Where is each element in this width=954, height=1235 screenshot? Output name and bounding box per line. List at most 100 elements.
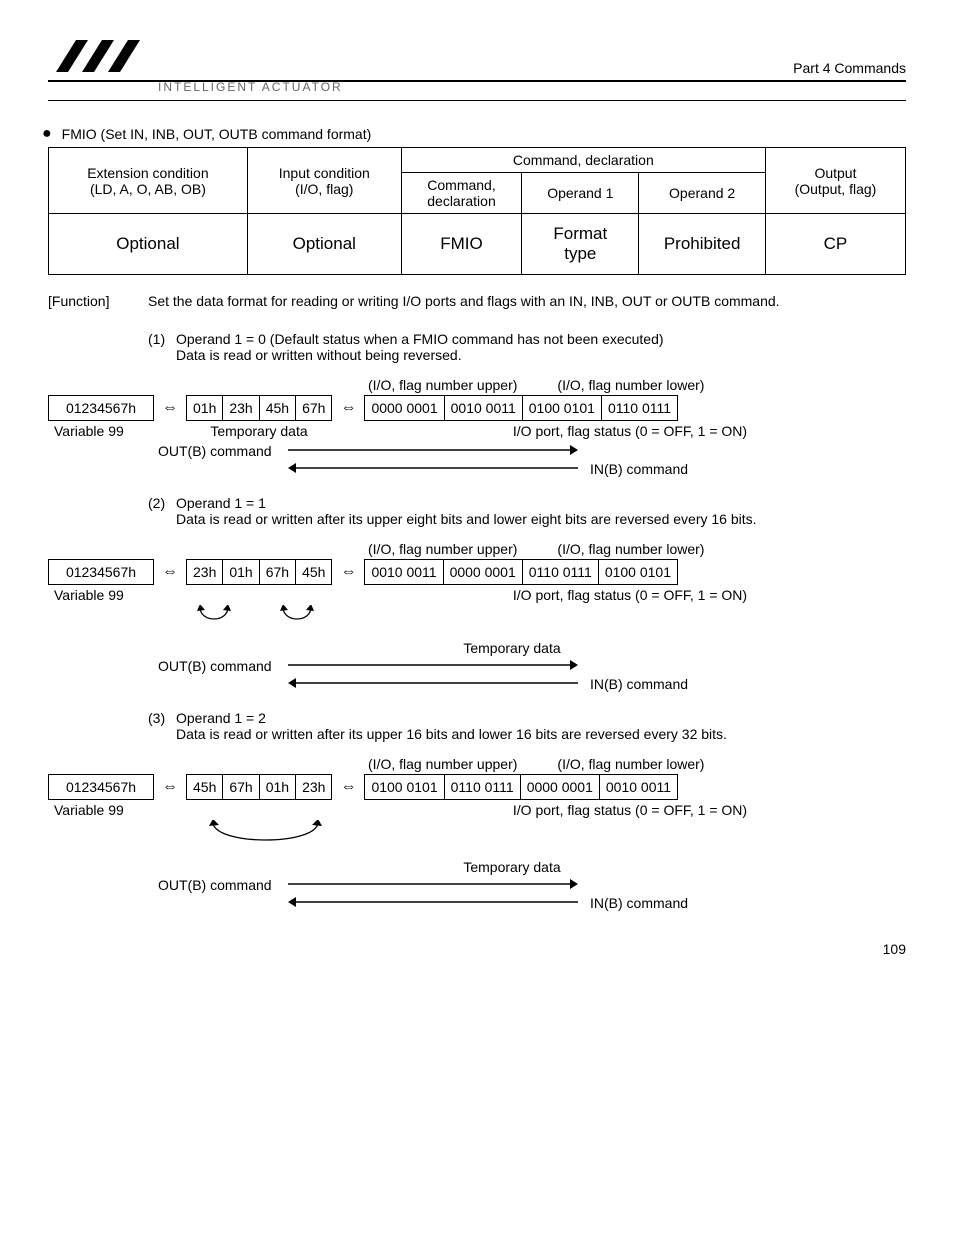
case-text: Operand 1 = 2 Data is read or written af… — [176, 710, 906, 742]
hex-cell: 45h — [186, 774, 222, 800]
td-out: CP — [765, 214, 905, 275]
case-number: (1) — [148, 331, 176, 363]
temp-label: Temporary data — [164, 423, 354, 439]
temp-label: Temporary data — [118, 859, 906, 875]
bin-cell: 0000 0001 — [443, 559, 522, 585]
bin-group: 0100 01010110 01110000 00010010 0011 — [364, 774, 678, 800]
arrow-right-icon — [288, 443, 578, 459]
part-label: Part 4 Commands — [793, 60, 906, 76]
status-label: I/O port, flag status (0 = OFF, 1 = ON) — [354, 802, 906, 818]
bin-group: 0010 00110000 00010110 01110100 0101 — [364, 559, 678, 585]
arrow-left-icon — [288, 676, 578, 692]
bidir-arrow-icon: ⇔ — [332, 563, 364, 581]
td-op2: Prohibited — [639, 214, 766, 275]
hex-cell: 67h — [259, 559, 295, 585]
brand-text: INTELLIGENT ACTUATOR — [158, 80, 343, 94]
outb-label: OUT(B) command — [158, 443, 288, 459]
section-title: ● FMIO (Set IN, INB, OUT, OUTB command f… — [42, 125, 906, 143]
var-label: Variable 99 — [48, 587, 164, 603]
th-output: Output (Output, flag) — [765, 148, 905, 214]
swap-arcs — [188, 820, 906, 853]
swap-arcs-icon — [188, 605, 358, 631]
arrow-left-icon — [288, 461, 578, 477]
inb-label: IN(B) command — [590, 461, 688, 477]
bin-cell: 0000 0001 — [520, 774, 599, 800]
hex-cell: 01h — [259, 774, 295, 800]
page-number: 109 — [48, 941, 906, 957]
th-cmd: Command, declaration — [401, 173, 522, 214]
td-in: Optional — [247, 214, 401, 275]
swap-arcs-icon — [188, 820, 358, 850]
arrow-left-icon — [288, 895, 578, 911]
hex-cell: 23h — [222, 395, 258, 421]
lower-label: (I/O, flag number lower) — [557, 756, 704, 772]
outb-label: OUT(B) command — [158, 877, 288, 893]
outb-label: OUT(B) command — [158, 658, 288, 674]
bin-cell: 0010 0011 — [444, 395, 522, 421]
th-extension: Extension condition (LD, A, O, AB, OB) — [49, 148, 248, 214]
hex-group: 23h01h67h45h — [186, 559, 332, 585]
command-arrows: OUT(B) command IN(B) command — [158, 658, 906, 692]
lower-label: (I/O, flag number lower) — [557, 541, 704, 557]
case-block: (2) Operand 1 = 1 Data is read or writte… — [148, 495, 906, 527]
section-title-text: FMIO (Set IN, INB, OUT, OUTB command for… — [62, 126, 372, 142]
header-rule-thin — [48, 100, 906, 101]
data-row: 01234567h ⇔ 45h67h01h23h ⇔ 0100 01010110… — [48, 774, 906, 800]
bidir-arrow-icon: ⇔ — [154, 563, 186, 581]
function-row: [Function] Set the data format for readi… — [48, 293, 906, 309]
upper-lower-labels: (I/O, flag number upper) (I/O, flag numb… — [368, 756, 906, 772]
hex-cell: 45h — [259, 395, 295, 421]
case-number: (2) — [148, 495, 176, 527]
inb-label: IN(B) command — [590, 676, 688, 692]
bin-cell: 0010 0011 — [599, 774, 678, 800]
hex-cell: 01h — [222, 559, 258, 585]
lower-label: (I/O, flag number lower) — [557, 377, 704, 393]
bidir-arrow-icon: ⇔ — [332, 778, 364, 796]
hex-cell: 01h — [186, 395, 222, 421]
th-op2: Operand 2 — [639, 173, 766, 214]
th-input: Input condition (I/O, flag) — [247, 148, 401, 214]
bidir-arrow-icon: ⇔ — [332, 399, 364, 417]
variable-box: 01234567h — [48, 559, 154, 585]
case-block: (3) Operand 1 = 2 Data is read or writte… — [148, 710, 906, 742]
bin-cell: 0110 0111 — [522, 559, 598, 585]
command-table: Extension condition (LD, A, O, AB, OB) I… — [48, 147, 906, 275]
command-arrows: OUT(B) command IN(B) command — [158, 877, 906, 911]
temp-label — [164, 587, 354, 603]
bin-cell: 0100 0101 — [522, 395, 601, 421]
logo — [48, 32, 148, 80]
variable-box: 01234567h — [48, 395, 154, 421]
td-op1: Format type — [522, 214, 639, 275]
bin-cell: 0110 0111 — [444, 774, 520, 800]
hex-cell: 45h — [295, 559, 332, 585]
data-row: 01234567h ⇔ 23h01h67h45h ⇔ 0010 00110000… — [48, 559, 906, 585]
bin-group: 0000 00010010 00110100 01010110 0111 — [364, 395, 678, 421]
case-block: (1) Operand 1 = 0 (Default status when a… — [148, 331, 906, 363]
arrow-right-icon — [288, 877, 578, 893]
bin-cell: 0100 0101 — [598, 559, 678, 585]
hex-group: 45h67h01h23h — [186, 774, 332, 800]
status-label: I/O port, flag status (0 = OFF, 1 = ON) — [354, 587, 906, 603]
td-cmd: FMIO — [401, 214, 522, 275]
under-labels: Variable 99 I/O port, flag status (0 = O… — [48, 802, 906, 818]
upper-label: (I/O, flag number upper) — [368, 541, 517, 557]
under-labels: Variable 99 I/O port, flag status (0 = O… — [48, 587, 906, 603]
function-text: Set the data format for reading or writi… — [148, 293, 906, 309]
status-label: I/O port, flag status (0 = OFF, 1 = ON) — [354, 423, 906, 439]
var-label: Variable 99 — [48, 423, 164, 439]
function-label: [Function] — [48, 293, 148, 309]
arrow-right-icon — [288, 658, 578, 674]
command-arrows: OUT(B) command IN(B) command — [158, 443, 906, 477]
hex-cell: 23h — [186, 559, 222, 585]
variable-box: 01234567h — [48, 774, 154, 800]
hex-cell: 23h — [295, 774, 332, 800]
data-row: 01234567h ⇔ 01h23h45h67h ⇔ 0000 00010010… — [48, 395, 906, 421]
th-cmd-span: Command, declaration — [401, 148, 765, 173]
inb-label: IN(B) command — [590, 895, 688, 911]
upper-label: (I/O, flag number upper) — [368, 377, 517, 393]
case-text: Operand 1 = 1 Data is read or written af… — [176, 495, 906, 527]
bidir-arrow-icon: ⇔ — [154, 778, 186, 796]
upper-lower-labels: (I/O, flag number upper) (I/O, flag numb… — [368, 541, 906, 557]
swap-arcs — [188, 605, 906, 634]
case-number: (3) — [148, 710, 176, 742]
